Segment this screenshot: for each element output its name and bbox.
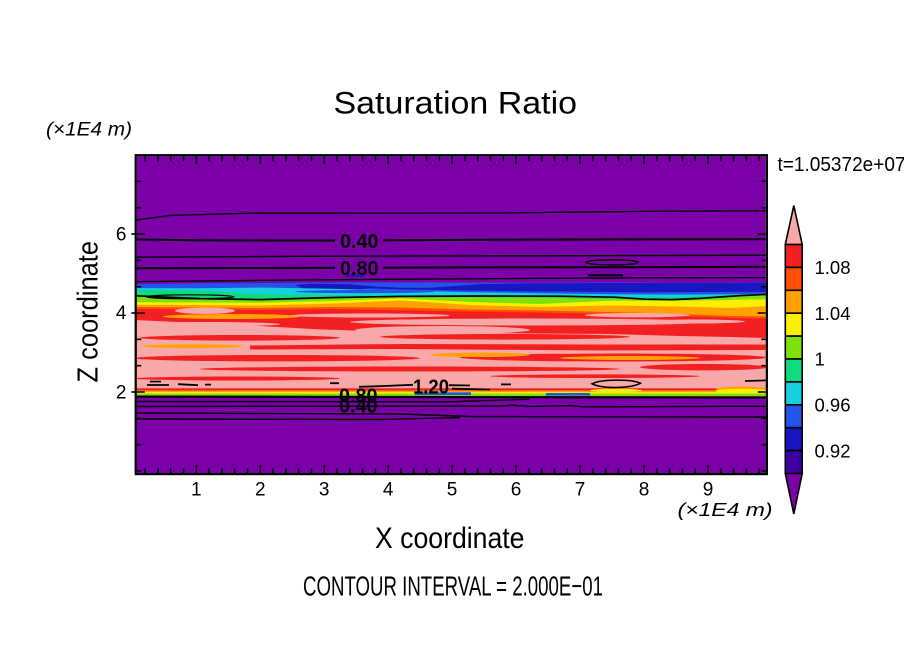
svg-text:1.08: 1.08 bbox=[815, 257, 851, 278]
svg-text:1: 1 bbox=[191, 480, 202, 501]
svg-text:(×1E4 m): (×1E4 m) bbox=[678, 500, 773, 520]
svg-text:Saturation Ratio: Saturation Ratio bbox=[334, 84, 578, 120]
svg-text:0.40: 0.40 bbox=[339, 396, 378, 418]
svg-text:7: 7 bbox=[575, 480, 586, 501]
svg-text:2: 2 bbox=[255, 480, 266, 501]
svg-text:t=1.05372e+07: t=1.05372e+07 bbox=[778, 154, 904, 176]
svg-text:9: 9 bbox=[703, 480, 714, 501]
svg-text:2: 2 bbox=[116, 382, 127, 403]
svg-text:6: 6 bbox=[116, 225, 127, 246]
svg-text:0.80: 0.80 bbox=[339, 386, 378, 408]
svg-text:X coordinate: X coordinate bbox=[375, 522, 525, 555]
svg-text:0.92: 0.92 bbox=[815, 440, 851, 461]
svg-text:1.04: 1.04 bbox=[815, 303, 851, 324]
svg-text:0.80: 0.80 bbox=[340, 258, 379, 280]
svg-text:0.40: 0.40 bbox=[340, 231, 379, 253]
svg-text:6: 6 bbox=[511, 480, 522, 501]
svg-text:1: 1 bbox=[815, 349, 825, 370]
svg-text:8: 8 bbox=[639, 480, 650, 501]
svg-text:1.20: 1.20 bbox=[413, 377, 449, 399]
svg-text:4: 4 bbox=[116, 303, 127, 324]
svg-text:4: 4 bbox=[383, 480, 394, 501]
svg-text:3: 3 bbox=[319, 480, 330, 501]
svg-text:(×1E4 m): (×1E4 m) bbox=[46, 120, 132, 141]
svg-text:CONTOUR INTERVAL = 2.000E−01: CONTOUR INTERVAL = 2.000E−01 bbox=[303, 571, 603, 602]
svg-text:Z coordinate: Z coordinate bbox=[73, 241, 105, 383]
svg-text:0.96: 0.96 bbox=[815, 395, 851, 416]
svg-text:5: 5 bbox=[447, 480, 458, 501]
